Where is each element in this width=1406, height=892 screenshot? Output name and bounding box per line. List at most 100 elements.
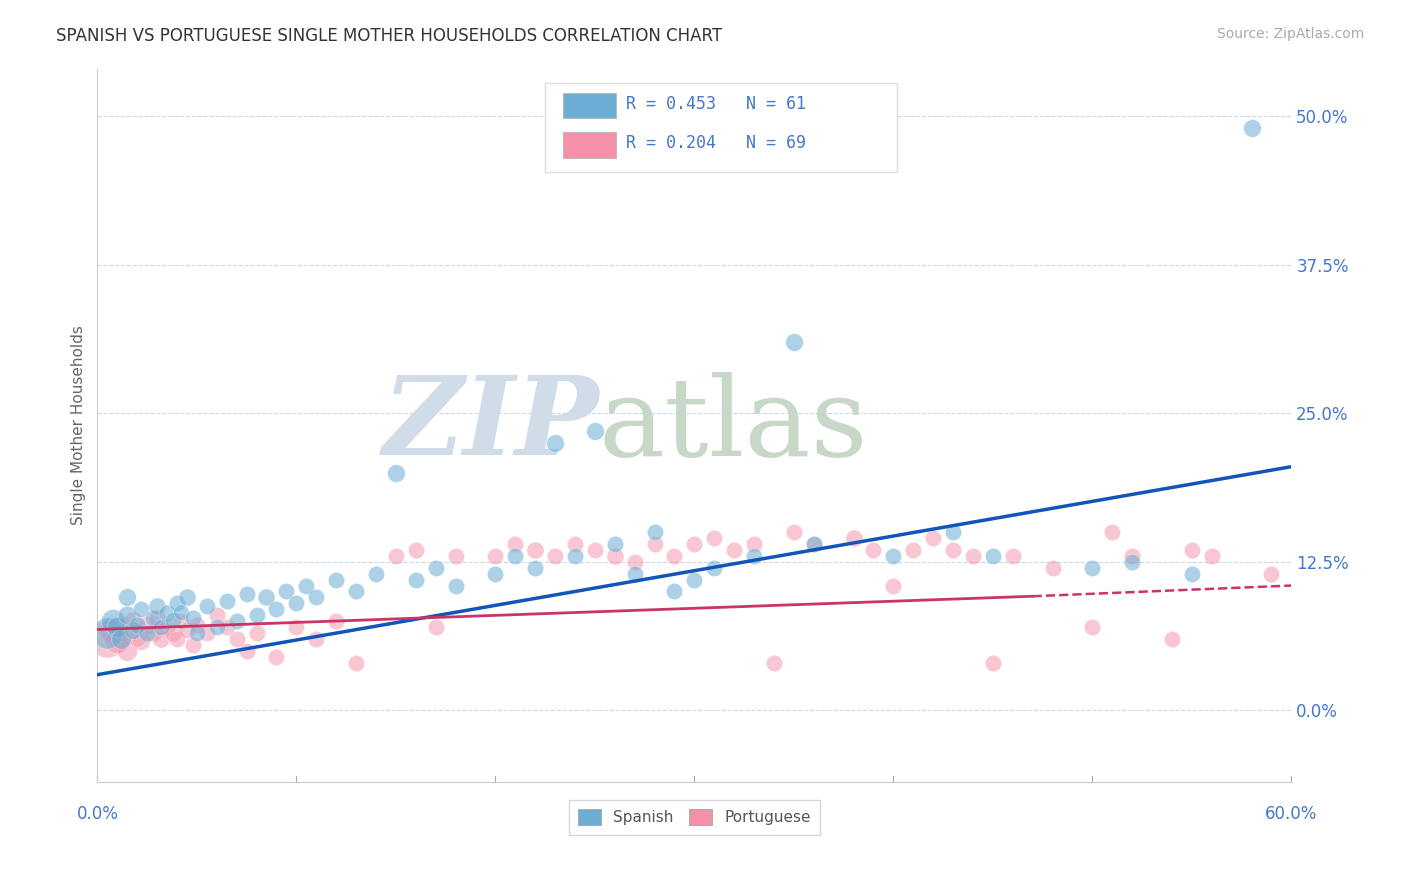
Point (503, 549, 526, 563)
Point (150, 632, 173, 646)
Point (484, 549, 506, 563)
FancyBboxPatch shape (562, 93, 616, 119)
Point (162, 613, 184, 627)
Point (942, 524, 965, 539)
Point (503, 537, 526, 551)
Point (142, 610, 165, 624)
Point (862, 542, 884, 557)
Point (103, 614, 125, 628)
Point (122, 614, 145, 628)
Point (644, 524, 666, 539)
Point (524, 542, 547, 557)
Point (235, 587, 257, 601)
Point (364, 566, 387, 581)
Point (1240, 120, 1263, 135)
Point (544, 436, 567, 450)
Point (1042, 560, 1064, 574)
Point (405, 542, 427, 557)
Point (136, 617, 159, 632)
Point (176, 623, 198, 637)
Point (623, 566, 645, 581)
Point (115, 626, 138, 640)
Point (842, 531, 865, 545)
Point (603, 537, 626, 551)
Point (127, 617, 149, 632)
Point (385, 549, 408, 563)
Point (136, 626, 159, 640)
Point (195, 599, 218, 613)
Point (156, 606, 179, 620)
Point (103, 623, 125, 637)
Point (762, 656, 785, 670)
Point (96, 626, 118, 640)
Point (176, 591, 198, 605)
Point (385, 466, 408, 480)
Point (344, 656, 367, 670)
Point (266, 602, 288, 616)
Point (325, 573, 347, 587)
Point (703, 560, 725, 574)
Point (1121, 555, 1143, 569)
Text: R = 0.204   N = 69: R = 0.204 N = 69 (626, 135, 806, 153)
Point (285, 596, 308, 610)
Point (484, 566, 506, 581)
Point (564, 549, 586, 563)
Point (215, 594, 238, 608)
Point (186, 626, 208, 640)
FancyBboxPatch shape (562, 132, 616, 158)
Point (783, 524, 806, 539)
Point (245, 608, 267, 623)
Point (256, 591, 278, 605)
Point (146, 610, 169, 624)
Point (405, 573, 427, 587)
Point (1201, 549, 1223, 563)
Point (544, 549, 567, 563)
Point (150, 620, 173, 634)
Point (115, 644, 138, 658)
Point (1081, 620, 1104, 634)
Point (115, 591, 138, 605)
Point (110, 620, 132, 634)
Point (644, 537, 666, 551)
Text: atlas: atlas (599, 372, 869, 479)
Point (564, 537, 586, 551)
Text: R = 0.453   N = 61: R = 0.453 N = 61 (626, 95, 806, 113)
Point (703, 531, 725, 545)
Point (295, 578, 318, 592)
Text: 0.0%: 0.0% (76, 805, 118, 823)
Point (1181, 566, 1204, 581)
Y-axis label: Single Mother Households: Single Mother Households (72, 326, 86, 525)
Point (1260, 566, 1282, 581)
Point (181, 638, 204, 652)
Point (425, 560, 447, 574)
Point (444, 578, 467, 592)
Point (105, 634, 128, 648)
Point (683, 573, 706, 587)
Point (1161, 632, 1184, 646)
Point (882, 578, 904, 592)
Point (1081, 560, 1104, 574)
Point (266, 649, 288, 664)
Legend: Spanish, Portuguese: Spanish, Portuguese (569, 800, 820, 835)
Point (195, 626, 218, 640)
Point (664, 549, 686, 563)
Point (1001, 549, 1024, 563)
Point (170, 605, 193, 619)
Point (166, 596, 188, 610)
Point (129, 602, 152, 616)
Point (142, 626, 165, 640)
Text: 60.0%: 60.0% (1265, 805, 1317, 823)
Point (162, 626, 184, 640)
Text: Source: ZipAtlas.com: Source: ZipAtlas.com (1216, 27, 1364, 41)
Point (156, 620, 179, 634)
Point (186, 617, 208, 632)
Point (903, 542, 925, 557)
Point (170, 614, 193, 628)
Point (325, 614, 347, 628)
Point (981, 656, 1004, 670)
Point (783, 334, 806, 349)
Point (603, 549, 626, 563)
Point (245, 626, 267, 640)
Point (623, 555, 645, 569)
Point (285, 620, 308, 634)
